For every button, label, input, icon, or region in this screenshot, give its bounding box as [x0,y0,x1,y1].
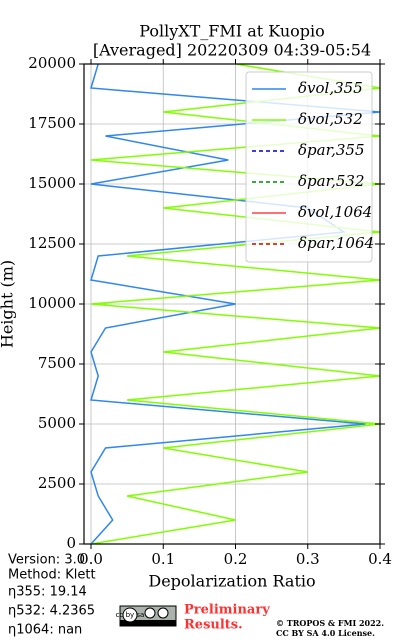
legend-label: δvol,355 [298,79,363,97]
y-tick-label: 15000 [28,174,76,192]
y-tick-label: 12500 [28,234,76,252]
legend: δvol,355 δvol,532 δpar,355 δpar,532 δvol,106… [245,71,374,263]
info-line: η1064: nan [8,623,82,638]
logo: cc by sa [116,605,177,627]
y-axis-label: Height (m) [0,260,17,348]
notice: Preliminary [184,603,270,618]
info-line: Method: Klett [8,568,96,583]
y-tick-label: 5000 [38,414,76,432]
legend-label: δpar,532 [298,172,365,190]
legend-label: δpar,355 [298,141,365,159]
copyright: © TROPOS & FMI 2022. [276,618,384,628]
logo-text: cc by sa [116,611,145,619]
profile-line [90,64,380,544]
info-line: η532: 4.2365 [8,604,95,619]
y-tick-label: 2500 [38,474,76,492]
legend-label: δvol,532 [298,110,363,128]
y-tick-label: 17500 [28,114,76,132]
chart-subtitle: [Averaged] 20220309 04:39-05:54 [93,41,371,60]
y-tick-label: 10000 [28,294,76,312]
notice: Results. [184,618,243,633]
x-tick-label: 0.4 [368,550,392,568]
x-tick-label: 0.3 [296,550,320,568]
copyright: CC BY SA 4.0 License. [276,628,375,638]
x-tick-label: 0.1 [151,550,175,568]
y-tick-label: 20000 [28,54,76,72]
info-line: Version: 3.0 [8,553,85,568]
info-line: η355: 19.14 [8,585,87,600]
legend-label: δpar,1064 [298,234,374,252]
x-axis-label: Depolarization Ratio [148,572,315,591]
legend-label: δvol,1064 [298,203,372,221]
y-tick-label: 7500 [38,354,76,372]
x-tick-label: 0.2 [224,550,248,568]
x-tick-label: 0.0 [79,550,103,568]
y-tick-label: 0 [66,534,76,552]
chart-title: PollyXT_FMI at Kuopio [139,22,325,41]
